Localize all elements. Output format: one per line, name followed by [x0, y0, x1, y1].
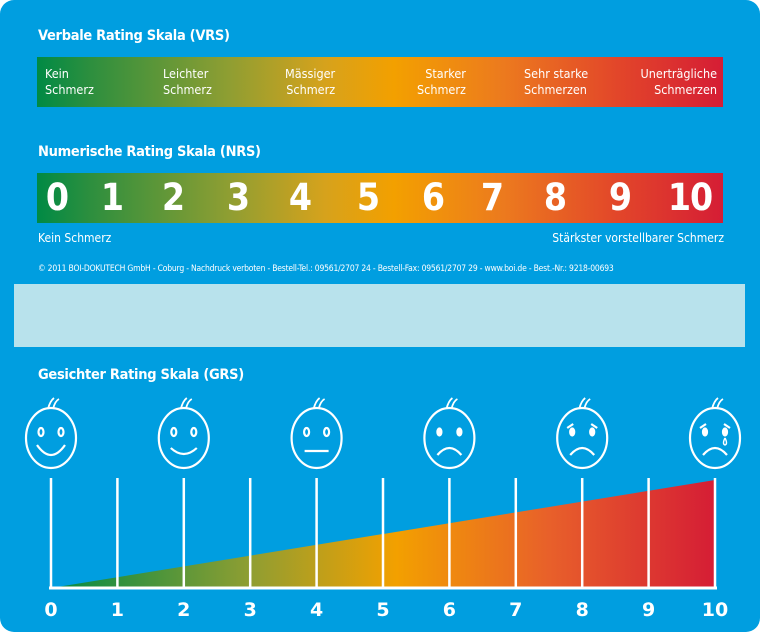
vrs-label: Sehr starke Schmerzen	[524, 66, 588, 98]
scale-tick-label: 10	[702, 599, 728, 621]
scale-tick-label: 5	[376, 599, 389, 621]
nrs-digit: 6	[421, 176, 445, 219]
vrs-label-line: Sehr starke	[524, 66, 589, 81]
nrs-digit: 4	[288, 176, 312, 219]
nrs-digit: 1	[100, 176, 124, 219]
vrs-label: Leichter Schmerz	[163, 66, 212, 98]
nrs-bar: 0 1 2 3 4 5 6 7 8 9 10	[37, 173, 723, 223]
vrs-label-line: Unerträgliche	[640, 66, 717, 81]
vrs-label-line: Schmerz	[417, 82, 466, 97]
scale-tick-label: 7	[509, 599, 522, 621]
vrs-label-line: Kein	[45, 66, 69, 81]
scale-tick-label: 9	[642, 599, 655, 621]
scale-tick-label: 0	[44, 599, 57, 621]
light-band	[14, 284, 745, 347]
nrs-title: Numerische Rating Skala (NRS)	[38, 144, 261, 160]
grs-title: Gesichter Rating Skala (GRS)	[38, 367, 244, 383]
face-very-sad-icon	[556, 397, 609, 470]
nrs-digit: 7	[480, 176, 504, 219]
nrs-digit: 9	[608, 176, 632, 219]
vrs-label-line: Mässiger	[285, 66, 336, 81]
vrs-title: Verbale Rating Skala (VRS)	[38, 28, 230, 44]
vrs-label: Unerträgliche Schmerzen	[641, 66, 717, 98]
vrs-label-line: Schmerzen	[654, 82, 717, 97]
vrs-label: Starker Schmerz	[417, 66, 466, 98]
face-very-happy-icon	[24, 397, 78, 470]
scale-tick-label: 2	[177, 599, 190, 621]
nrs-digit: 10	[667, 176, 713, 219]
copyright-text: © 2011 BOI-DOKUTECH GmbH - Coburg - Nach…	[38, 264, 614, 274]
vrs-label-line: Schmerzen	[524, 82, 587, 97]
vrs-label-line: Schmerz	[45, 82, 94, 97]
scale-tick-label: 1	[111, 599, 124, 621]
face-crying-icon	[688, 397, 742, 470]
nrs-digit: 2	[161, 176, 185, 219]
nrs-max-label: Stärkster vorstellbarer Schmerz	[552, 231, 724, 245]
nrs-digit: 3	[226, 176, 250, 219]
vrs-label-line: Starker	[425, 66, 466, 81]
nrs-digit: 8	[543, 176, 567, 219]
scale-tick-label: 6	[443, 599, 456, 621]
scale-tick-label: 8	[576, 599, 589, 621]
vrs-label-line: Leichter	[163, 66, 209, 81]
nrs-min-label: Kein Schmerz	[38, 231, 112, 245]
nrs-digit: 5	[356, 176, 380, 219]
face-happy-icon	[157, 397, 210, 470]
face-neutral-icon	[290, 397, 343, 470]
vrs-label: Mässiger Schmerz	[285, 66, 335, 98]
scale-tick-label: 3	[244, 599, 257, 621]
face-sad-icon	[423, 397, 476, 470]
grs-scale: 0 1 2 3 4 5 6 7 8 9 10	[24, 397, 742, 621]
vrs-label: Kein Schmerz	[45, 66, 94, 98]
vrs-label-line: Schmerz	[286, 82, 336, 97]
vrs-bar: Kein Schmerz Leichter Schmerz Mässiger Schmer…	[37, 57, 723, 107]
scale-tick-label: 4	[310, 599, 323, 621]
nrs-digit: 0	[45, 176, 69, 219]
vrs-label-line: Schmerz	[163, 82, 212, 97]
